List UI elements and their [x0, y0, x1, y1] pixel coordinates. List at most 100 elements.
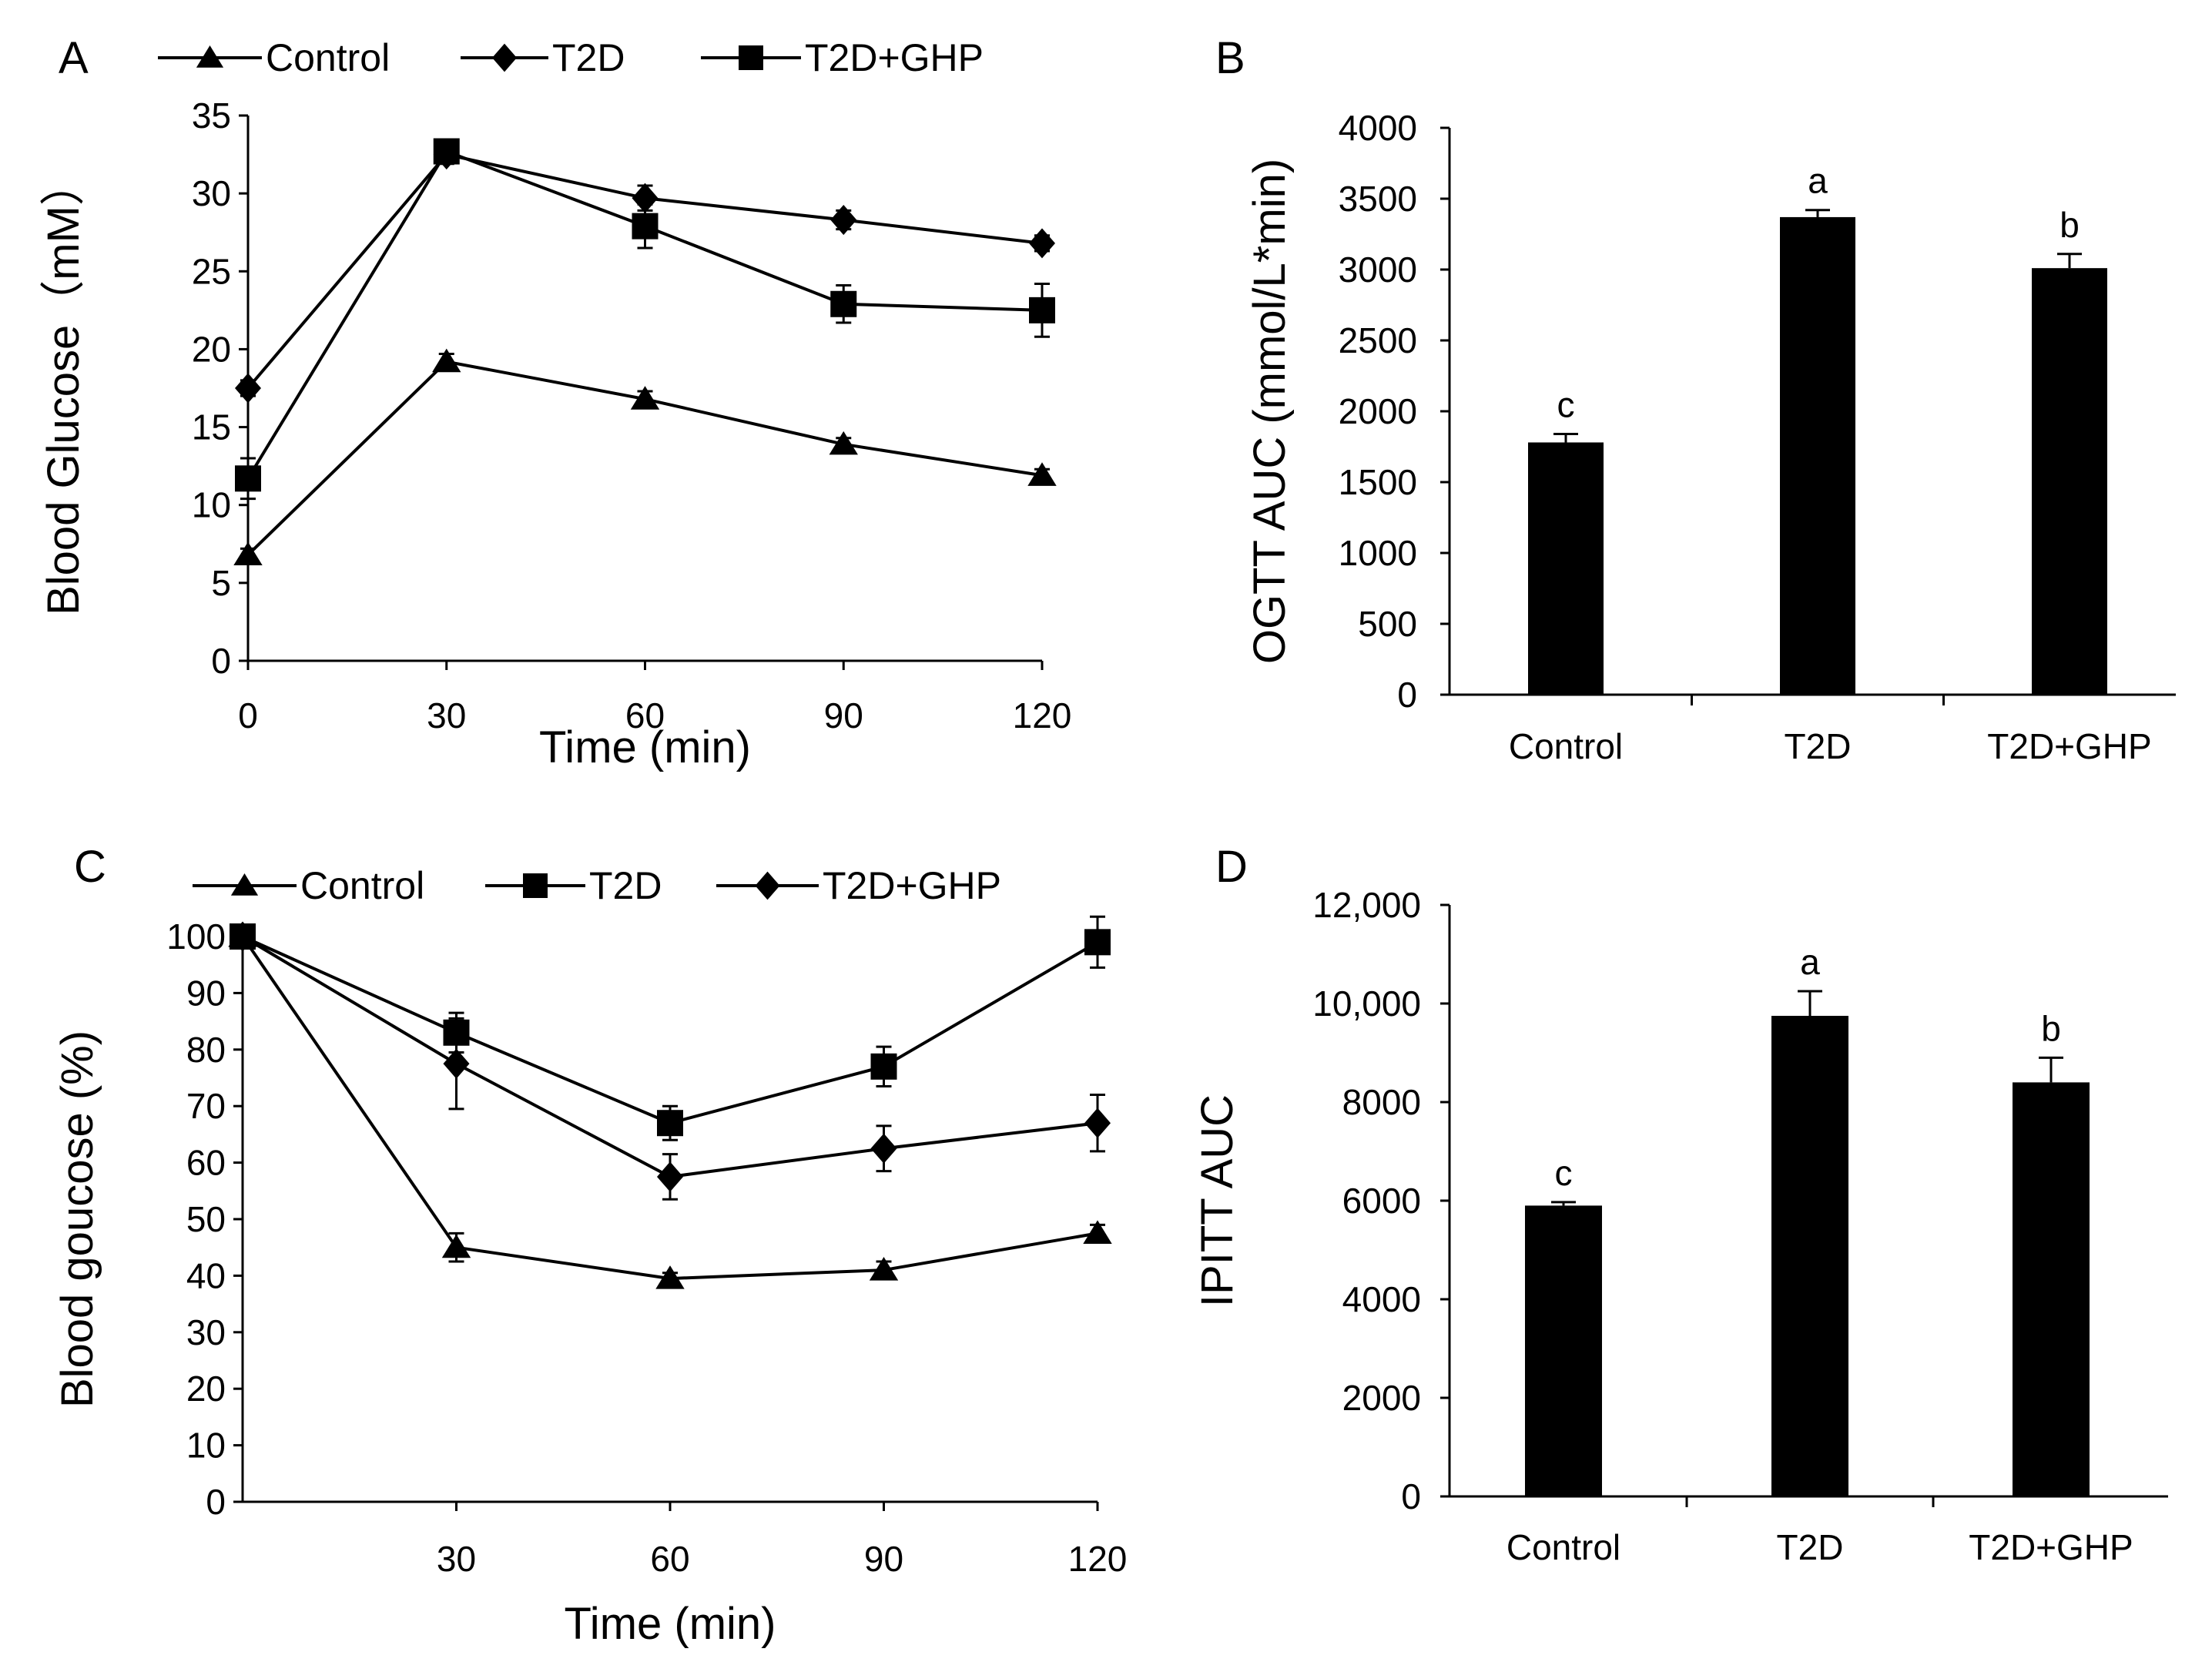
legend-label: T2D+GHP — [805, 36, 984, 79]
data-point — [655, 1265, 685, 1289]
y-tick-label: 2000 — [1342, 1378, 1421, 1418]
bar — [2013, 1082, 2090, 1496]
data-point — [630, 386, 660, 410]
data-point — [432, 348, 461, 373]
significance-label: c — [1555, 1153, 1573, 1193]
legend-item: Control — [158, 36, 390, 79]
panel-c: C 0 10 20 30 40 50 60 70 80 90 100 30 60 90 120 Time (mi… — [52, 842, 1127, 1649]
bar — [1780, 216, 1855, 695]
y-tick-label: 10,000 — [1312, 983, 1421, 1024]
data-point — [1083, 1220, 1112, 1244]
x-tick-label: 90 — [864, 1539, 903, 1579]
legend-marker — [230, 873, 259, 896]
panel-label: A — [59, 33, 89, 83]
y-tick-label: 4000 — [1342, 1279, 1421, 1319]
legend-label: T2D+GHP — [823, 864, 1001, 907]
category-label: T2D+GHP — [1987, 726, 2151, 766]
data-point — [1029, 228, 1055, 259]
y-tick-label: 4000 — [1339, 108, 1417, 148]
x-tick-label: 60 — [625, 695, 665, 736]
y-tick-label: 1500 — [1339, 462, 1417, 502]
category-label: T2D+GHP — [1969, 1527, 2133, 1567]
category-label: Control — [1509, 726, 1623, 766]
data-point — [869, 1257, 899, 1281]
significance-label: b — [2041, 1008, 2061, 1048]
x-tick-label: 90 — [824, 695, 863, 736]
y-tick-label: 0 — [1401, 1476, 1421, 1516]
x-axis-title: Time (min) — [565, 1599, 776, 1649]
data-point — [441, 1234, 471, 1258]
x-tick-label: 30 — [427, 695, 466, 736]
panel-d: D 0 2000 4000 6000 8000 10,000 12,000 IPITT AUC c… — [1192, 842, 2168, 1567]
y-tick-label: 10 — [186, 1426, 226, 1466]
y-axis-title: IPITT AUC — [1192, 1094, 1242, 1307]
series-control — [233, 348, 1057, 566]
y-tick-label: 10 — [192, 485, 231, 525]
legend-marker — [523, 873, 548, 898]
y-tick-label: 12,000 — [1312, 885, 1421, 925]
data-point — [433, 138, 460, 165]
legend-item: T2D — [485, 864, 662, 907]
panel-label: B — [1215, 33, 1245, 83]
y-tick-label: 50 — [186, 1199, 226, 1239]
y-tick-label: 8000 — [1342, 1082, 1421, 1122]
y-tick-label: 5 — [211, 563, 231, 603]
x-tick-label: 30 — [437, 1539, 476, 1579]
y-tick-label: 15 — [192, 407, 231, 447]
bar — [1771, 1016, 1848, 1496]
y-tick-label: 1000 — [1339, 533, 1417, 573]
data-point — [443, 1048, 470, 1079]
data-point — [235, 373, 261, 404]
data-point — [870, 1053, 897, 1080]
series-t2d — [235, 139, 1055, 404]
y-tick-label: 0 — [211, 641, 231, 681]
y-tick-label: 70 — [186, 1086, 226, 1126]
panel-a: A 0 5 10 15 20 25 30 35 0 30 60 90 120 Time (min) Blood… — [39, 33, 1071, 772]
category-label: T2D — [1785, 726, 1852, 766]
data-point — [830, 204, 857, 236]
y-tick-label: 30 — [192, 173, 231, 213]
y-tick-label: 3500 — [1339, 179, 1417, 219]
data-point — [1084, 929, 1111, 956]
y-axis-title: Blood Glucose（mM） — [39, 161, 89, 615]
legend: Control T2D T2D+GHP — [193, 864, 1001, 907]
y-tick-label: 40 — [186, 1255, 226, 1295]
legend-marker — [196, 45, 224, 68]
data-point — [1029, 297, 1055, 323]
series-t2d-ghp — [230, 921, 1111, 1201]
y-tick-label: 100 — [166, 916, 226, 957]
y-tick-label: 0 — [1397, 675, 1417, 715]
y-tick-label: 2500 — [1339, 320, 1417, 360]
bar — [1525, 1205, 1602, 1496]
data-point — [632, 213, 659, 240]
significance-label: a — [1800, 942, 1820, 982]
x-tick-label: 120 — [1068, 1539, 1128, 1579]
legend-label: Control — [300, 864, 424, 907]
data-point — [632, 183, 659, 213]
data-point — [830, 290, 857, 317]
category-label: Control — [1507, 1527, 1620, 1567]
legend: Control T2D T2D+GHP — [158, 36, 984, 79]
legend-item: Control — [193, 864, 424, 907]
data-point — [657, 1161, 683, 1192]
legend-label: Control — [266, 36, 390, 79]
data-point — [1027, 462, 1057, 486]
data-point — [829, 431, 858, 455]
legend-item: T2D — [461, 36, 625, 79]
x-axis-title: Time (min) — [539, 722, 751, 772]
data-point — [235, 465, 261, 492]
significance-label: b — [2060, 205, 2080, 245]
legend-item: T2D+GHP — [701, 36, 984, 79]
bar — [2032, 268, 2107, 695]
significance-label: c — [1557, 384, 1575, 424]
y-tick-label: 500 — [1358, 604, 1417, 644]
y-tick-label: 20 — [192, 329, 231, 369]
legend-marker — [492, 43, 517, 72]
y-tick-label: 35 — [192, 95, 231, 136]
y-tick-label: 3000 — [1339, 250, 1417, 290]
legend-item: T2D+GHP — [716, 864, 1001, 907]
y-tick-label: 30 — [186, 1312, 226, 1352]
x-tick-label: 0 — [238, 695, 258, 736]
y-tick-label: 2000 — [1339, 391, 1417, 431]
